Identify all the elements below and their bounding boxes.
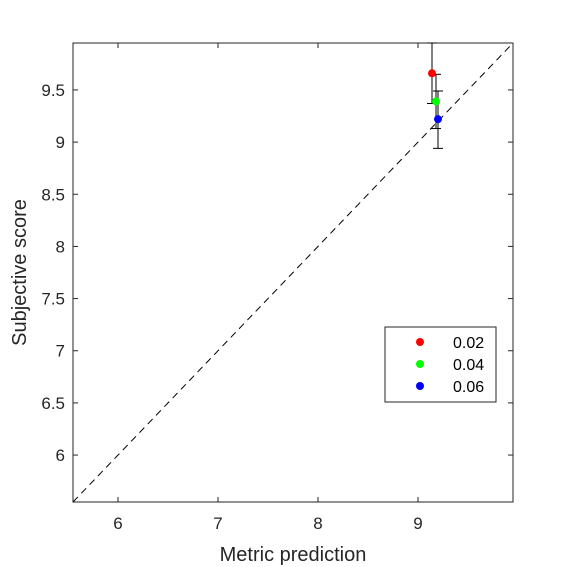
legend: 0.02 0.04 0.06 bbox=[384, 326, 497, 403]
data-points bbox=[428, 69, 442, 124]
legend-box bbox=[384, 326, 497, 403]
legend-label: 0.02 bbox=[453, 335, 484, 352]
y-axis-ticks: 6 6.5 7 7.5 8 8.5 9 9.5 bbox=[41, 81, 513, 465]
x-tick-label: 8 bbox=[313, 514, 322, 533]
legend-items: 0.02 0.04 0.06 bbox=[416, 335, 484, 396]
x-tick-label: 6 bbox=[113, 514, 122, 533]
legend-marker bbox=[416, 382, 424, 390]
plot-area: 6 7 8 9 6 6.5 7 7.5 8 8.5 9 9.5 bbox=[41, 42, 514, 533]
data-point bbox=[434, 115, 442, 124]
y-tick-label: 9.5 bbox=[41, 81, 65, 100]
legend-marker bbox=[416, 338, 424, 346]
y-tick-label: 7.5 bbox=[41, 290, 65, 309]
legend-label: 0.04 bbox=[453, 357, 484, 374]
data-point bbox=[432, 97, 440, 106]
y-tick-label: 8 bbox=[56, 237, 65, 256]
legend-marker bbox=[416, 360, 424, 368]
y-tick-label: 9 bbox=[56, 133, 65, 152]
y-tick-label: 8.5 bbox=[41, 185, 65, 204]
x-axis-label: Metric prediction bbox=[220, 544, 367, 566]
y-tick-label: 6 bbox=[56, 446, 65, 465]
x-tick-label: 7 bbox=[213, 514, 222, 533]
y-tick-label: 7 bbox=[56, 342, 65, 361]
x-tick-label: 9 bbox=[413, 514, 422, 533]
legend-label: 0.06 bbox=[453, 379, 484, 396]
y-axis-label: Subjective score bbox=[9, 199, 31, 346]
y-tick-label: 6.5 bbox=[41, 394, 65, 413]
data-point bbox=[428, 69, 436, 78]
x-axis-ticks: 6 7 8 9 bbox=[113, 43, 423, 533]
